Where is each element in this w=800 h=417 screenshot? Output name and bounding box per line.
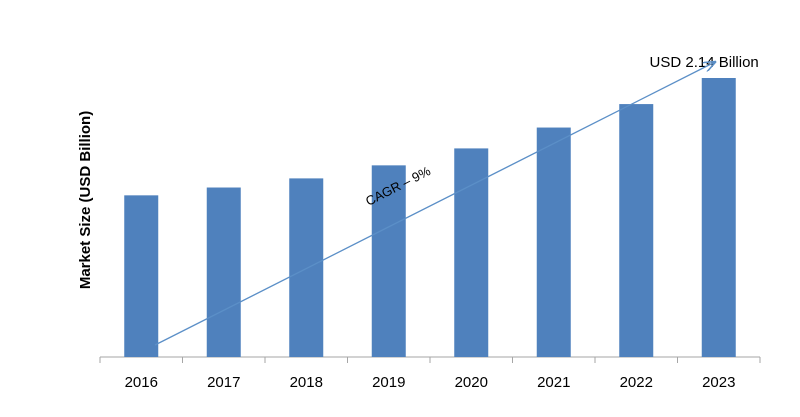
x-tick-label: 2018 (290, 374, 323, 391)
bar (701, 78, 736, 357)
x-tick-label: 2022 (620, 374, 653, 391)
bar (454, 148, 489, 357)
x-tick-label: 2023 (702, 374, 735, 391)
bar (536, 127, 571, 357)
bar (206, 187, 241, 357)
x-tick-label: 2020 (455, 374, 488, 391)
value-label: USD 2.14 Billion (650, 54, 759, 71)
bar (289, 178, 324, 357)
bar (619, 104, 654, 357)
x-tick-label: 2017 (207, 374, 240, 391)
bar (371, 165, 406, 357)
x-tick-label: 2016 (125, 374, 158, 391)
x-tick-label: 2019 (372, 374, 405, 391)
bar (124, 195, 159, 357)
x-tick-label: 2021 (537, 374, 570, 391)
trend-arrow (154, 62, 715, 346)
y-axis-label: Market Size (USD Billion) (77, 111, 94, 289)
